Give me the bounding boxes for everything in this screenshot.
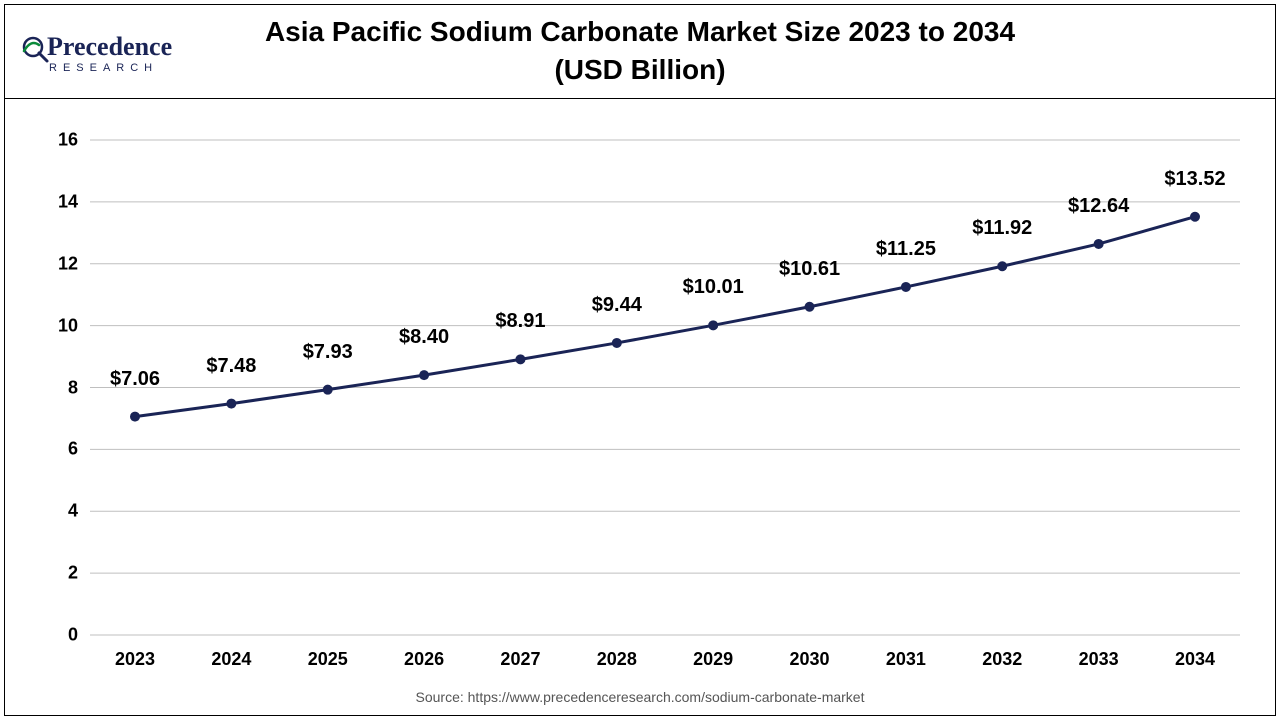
data-label: $11.92 <box>972 217 1032 240</box>
y-tick-label: 4 <box>68 501 78 522</box>
y-tick-label: 6 <box>68 439 78 460</box>
data-label: $7.48 <box>206 355 256 378</box>
data-label: $8.40 <box>399 326 449 349</box>
data-label: $11.25 <box>876 238 936 261</box>
data-label: $13.52 <box>1164 168 1225 191</box>
x-tick-label: 2024 <box>211 649 251 670</box>
x-tick-label: 2033 <box>1079 649 1119 670</box>
x-tick-label: 2029 <box>693 649 733 670</box>
data-label: $10.61 <box>779 258 840 281</box>
y-tick-label: 0 <box>68 625 78 646</box>
x-tick-label: 2030 <box>790 649 830 670</box>
data-label: $12.64 <box>1068 195 1129 218</box>
chart-frame: Precedence RESEARCH Asia Pacific Sodium … <box>4 4 1276 716</box>
title-line-1: Asia Pacific Sodium Carbonate Market Siz… <box>5 13 1275 51</box>
plot-area: 02468101214162023$7.062024$7.482025$7.93… <box>90 140 1240 635</box>
x-tick-label: 2025 <box>308 649 348 670</box>
data-label: $7.06 <box>110 368 160 391</box>
y-tick-label: 10 <box>58 315 78 336</box>
y-tick-label: 14 <box>58 191 78 212</box>
title-line-2: (USD Billion) <box>5 51 1275 89</box>
chart-title: Asia Pacific Sodium Carbonate Market Siz… <box>5 13 1275 89</box>
x-tick-label: 2031 <box>886 649 926 670</box>
source-caption: Source: https://www.precedenceresearch.c… <box>5 689 1275 705</box>
x-tick-label: 2028 <box>597 649 637 670</box>
x-tick-label: 2023 <box>115 649 155 670</box>
y-tick-label: 2 <box>68 563 78 584</box>
x-tick-label: 2026 <box>404 649 444 670</box>
x-tick-label: 2034 <box>1175 649 1215 670</box>
data-label: $10.01 <box>683 276 744 299</box>
data-label: $7.93 <box>303 341 353 364</box>
y-tick-label: 12 <box>58 253 78 274</box>
y-tick-label: 16 <box>58 130 78 151</box>
header-band: Precedence RESEARCH Asia Pacific Sodium … <box>5 5 1275 99</box>
data-label: $9.44 <box>592 294 642 317</box>
x-tick-label: 2032 <box>982 649 1022 670</box>
y-tick-label: 8 <box>68 377 78 398</box>
data-label: $8.91 <box>495 310 545 333</box>
x-tick-label: 2027 <box>500 649 540 670</box>
